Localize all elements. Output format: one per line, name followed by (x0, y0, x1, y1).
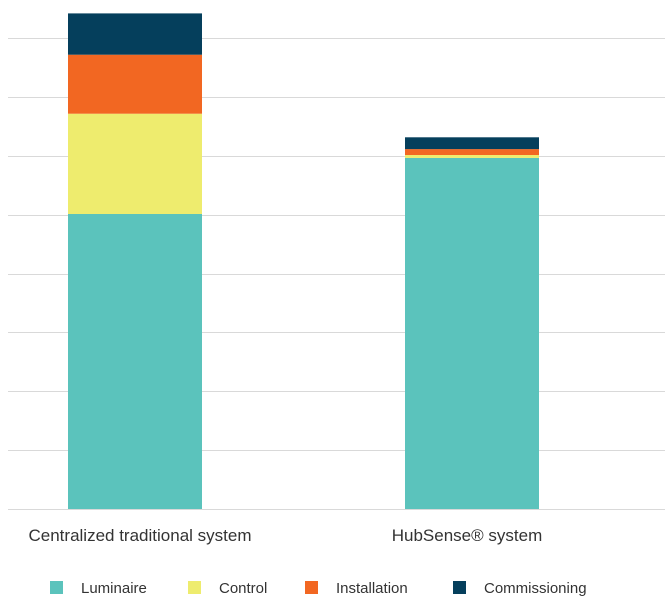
legend-label: Control (219, 580, 267, 597)
bar-stack-centralized-traditional-system (68, 13, 202, 509)
bar-segment-installation (405, 149, 539, 155)
bar-segment-luminaire (405, 157, 539, 509)
legend-swatch (453, 581, 466, 594)
bar-segment-luminaire (68, 214, 202, 509)
legend-swatch (50, 581, 63, 594)
category-labels: Centralized traditional system HubSense® … (29, 526, 543, 545)
legend-label: Commissioning (484, 580, 587, 597)
bar-segment-control (405, 155, 539, 158)
bars (68, 13, 539, 509)
bar-stack-hubsense-system (405, 137, 539, 509)
legend-item-commissioning: Commissioning (453, 580, 587, 597)
legend-label: Luminaire (81, 580, 147, 597)
legend-swatch (305, 581, 318, 594)
legend-item-installation: Installation (305, 580, 408, 597)
bar-segment-commissioning (68, 13, 202, 55)
category-label: HubSense® system (392, 526, 542, 545)
legend-item-luminaire: Luminaire (50, 580, 147, 597)
legend-item-control: Control (188, 580, 267, 597)
legend: Luminaire Control Installation Commissionin… (50, 580, 587, 597)
legend-swatch (188, 581, 201, 594)
legend-label: Installation (336, 580, 408, 597)
bar-segment-control (68, 113, 202, 214)
bar-segment-commissioning (405, 137, 539, 150)
bar-segment-installation (68, 54, 202, 114)
category-label: Centralized traditional system (29, 526, 252, 545)
